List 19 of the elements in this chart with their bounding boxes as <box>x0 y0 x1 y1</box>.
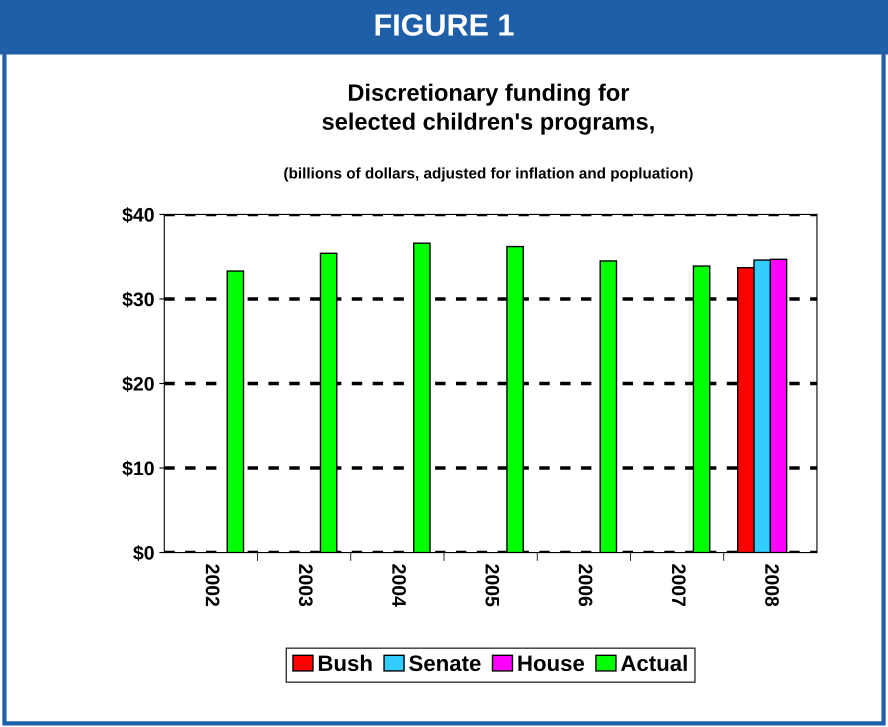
y-tick-label: $10 <box>122 460 154 476</box>
x-tick-label: 2003 <box>298 564 313 606</box>
y-tick-label: $40 <box>122 207 154 223</box>
x-tick-label: 2006 <box>578 564 592 606</box>
y-tick-label: $20 <box>122 376 154 392</box>
x-tick-label: 2008 <box>765 564 779 606</box>
chart-title: Discretionary funding for selected children's programs, <box>322 84 654 135</box>
legend-label: Bush <box>318 654 372 672</box>
caption: FIGURE 1 <box>376 14 514 36</box>
y-tick-label: $30 <box>122 292 154 308</box>
legend-label: Actual <box>620 654 687 672</box>
x-tick-label: 2004 <box>392 564 406 607</box>
legend-label: Senate <box>409 655 481 672</box>
legend-label: House <box>518 656 584 672</box>
x-tick-label: 2007 <box>672 564 686 606</box>
x-tick-label: 2002 <box>206 564 220 606</box>
x-tick-label: 2005 <box>485 564 500 606</box>
chart-subtitle: (billions of dollars, adjusted for inflation and popluation) <box>284 167 693 182</box>
y-tick-label: $0 <box>133 545 154 562</box>
